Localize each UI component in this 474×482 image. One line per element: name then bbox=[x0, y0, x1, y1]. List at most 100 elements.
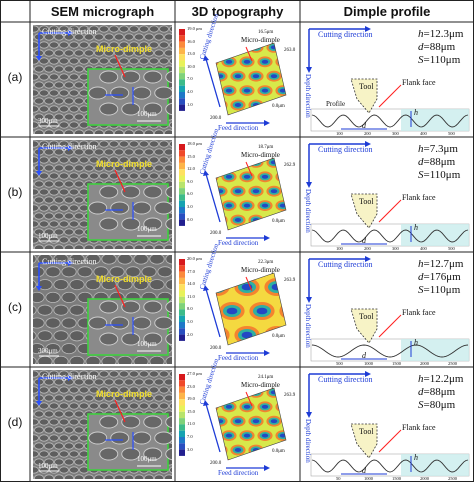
colorbar-tick: 9.0 bbox=[187, 178, 193, 184]
colorbar-tick: 15.0 bbox=[187, 408, 195, 414]
profile-depth-label: Depth direction bbox=[304, 419, 312, 463]
parameter-symbol: S bbox=[418, 169, 424, 181]
colorbar-tick: 10.0 bbox=[187, 63, 195, 69]
topo-y-label: 263.0 bbox=[284, 48, 296, 53]
parameter-value: 12.3μm bbox=[429, 28, 464, 40]
sem-texture bbox=[33, 140, 172, 249]
topography-plot bbox=[179, 259, 287, 356]
parameter-value: 88μm bbox=[429, 156, 456, 168]
topography-plot bbox=[179, 144, 287, 241]
parameter-symbol: h bbox=[418, 28, 424, 40]
colorbar-tick: 15.0 bbox=[187, 153, 195, 159]
colorbar-tick: 14.0 bbox=[187, 281, 195, 287]
topo-z-label: 22.3μm bbox=[258, 260, 274, 265]
dimple-parameters: h=12.3μm d=88μm S=110μm bbox=[418, 28, 463, 67]
sem-scale-label: 100μm bbox=[38, 462, 58, 470]
profile-depth-label: Depth direction bbox=[304, 74, 312, 118]
profile-cutting-label: Cutting direction bbox=[318, 145, 373, 154]
colorbar-tick: 3.0 bbox=[187, 204, 193, 209]
dimple-profile bbox=[301, 138, 473, 251]
profile-tool-label: Tool bbox=[359, 82, 374, 91]
dimple-profile bbox=[301, 23, 473, 136]
profile-tick: 300 bbox=[392, 131, 399, 136]
colorbar-tick: 19.0 μm bbox=[187, 26, 202, 31]
profile-tick: 300 bbox=[392, 246, 399, 251]
profile-tick: 2500 bbox=[448, 476, 457, 481]
sem-cutting-label: Cutting direction bbox=[42, 142, 97, 151]
parameter-value: 80μm bbox=[429, 399, 456, 411]
profile-h-label: h bbox=[414, 223, 418, 232]
parameter-d: d=88μm bbox=[418, 41, 456, 53]
colorbar-tick: 6.0 bbox=[187, 191, 193, 197]
parameter-S: S=80μm bbox=[418, 399, 456, 411]
profile-tick: 100 bbox=[336, 246, 343, 251]
profile-tick: 50 bbox=[336, 476, 341, 481]
topo-feed-label: Feed direction bbox=[218, 124, 259, 132]
sem-micro-dimple-label: Micro-dimple bbox=[96, 274, 153, 284]
sem-scale-label: 300μm bbox=[38, 347, 58, 355]
profile-tick: 200 bbox=[364, 246, 371, 251]
topo-y-label: 263.9 bbox=[284, 393, 296, 398]
parameter-symbol: d bbox=[418, 41, 424, 53]
sem-texture bbox=[33, 25, 172, 134]
profile-plot bbox=[306, 141, 470, 247]
profile-tick: 500 bbox=[448, 246, 455, 251]
row-label: (a) bbox=[7, 70, 23, 84]
colorbar-tick: 0.0 bbox=[187, 216, 193, 222]
row-label: (c) bbox=[8, 300, 22, 314]
colorbar-tick: 7.0 bbox=[187, 76, 193, 82]
row-label: (b) bbox=[7, 185, 23, 199]
parameter-d: d=88μm bbox=[418, 386, 456, 398]
topo-z-label: 24.1μm bbox=[258, 375, 274, 380]
sem-texture bbox=[33, 370, 172, 479]
colorbar-tick: 11.0 bbox=[187, 421, 195, 427]
colorbar-tick: 5.0 bbox=[187, 319, 193, 324]
profile-plot bbox=[306, 371, 470, 477]
parameter-value: 110μm bbox=[429, 54, 461, 66]
parameter-d: d=176μm bbox=[418, 271, 461, 283]
topo-y-label: 263.9 bbox=[284, 278, 296, 283]
profile-profile-label: Profile bbox=[326, 100, 346, 108]
parameter-S: S=110μm bbox=[418, 284, 461, 296]
colorbar-tick: 1.0 bbox=[187, 101, 193, 107]
parameter-symbol: d bbox=[418, 271, 424, 283]
parameter-symbol: S bbox=[418, 54, 424, 66]
parameter-value: 176μm bbox=[429, 271, 461, 283]
dimple-profile bbox=[301, 368, 473, 481]
colorbar-tick: 27.0 μm bbox=[187, 371, 202, 376]
sem-scale-label: 300μm bbox=[38, 117, 58, 125]
profile-tool-label: Tool bbox=[359, 312, 374, 321]
topo-feed-label: Feed direction bbox=[218, 239, 259, 247]
topo-x1-label: 0.0μm bbox=[272, 104, 285, 109]
topo-micro-dimple-label: Micro-dimple bbox=[241, 36, 280, 44]
profile-flank-label: Flank face bbox=[402, 193, 436, 202]
sem-texture bbox=[33, 255, 172, 364]
profile-tick: 500 bbox=[336, 361, 343, 366]
topo-micro-dimple-label: Micro-dimple bbox=[241, 266, 280, 274]
topo-z-label: 18.7μm bbox=[258, 145, 274, 150]
parameter-value: 110μm bbox=[429, 284, 461, 296]
dimple-profile bbox=[301, 253, 473, 366]
sem-cutting-label: Cutting direction bbox=[42, 257, 97, 266]
parameter-value: 88μm bbox=[429, 41, 456, 53]
profile-plot bbox=[306, 26, 470, 132]
topo-micro-dimple-label: Micro-dimple bbox=[241, 381, 280, 389]
profile-d-label: d bbox=[362, 466, 366, 475]
topo-x0-label: 200.0 bbox=[210, 231, 222, 236]
profile-cutting-label: Cutting direction bbox=[318, 260, 373, 269]
topo-x0-label: 200.0 bbox=[210, 116, 222, 121]
colorbar-tick: 23.0 bbox=[187, 383, 195, 389]
colorbar-tick: 18.0 μm bbox=[187, 141, 202, 146]
profile-h-label: h bbox=[414, 453, 418, 462]
topo-x1-label: 0.0μm bbox=[272, 334, 285, 339]
colorbar-tick: 13.0 bbox=[187, 51, 195, 57]
parameter-h: h=12.3μm bbox=[418, 28, 464, 40]
header-topo: 3D topography bbox=[191, 3, 284, 19]
parameter-h: h=7.3μm bbox=[418, 143, 458, 155]
profile-h-label: h bbox=[414, 338, 418, 347]
sem-micrograph bbox=[33, 370, 172, 479]
header-profile: Dimple profile bbox=[343, 3, 431, 19]
colorbar-tick: 4.0 bbox=[187, 89, 193, 94]
sem-scale-label: 100μm bbox=[38, 232, 58, 240]
